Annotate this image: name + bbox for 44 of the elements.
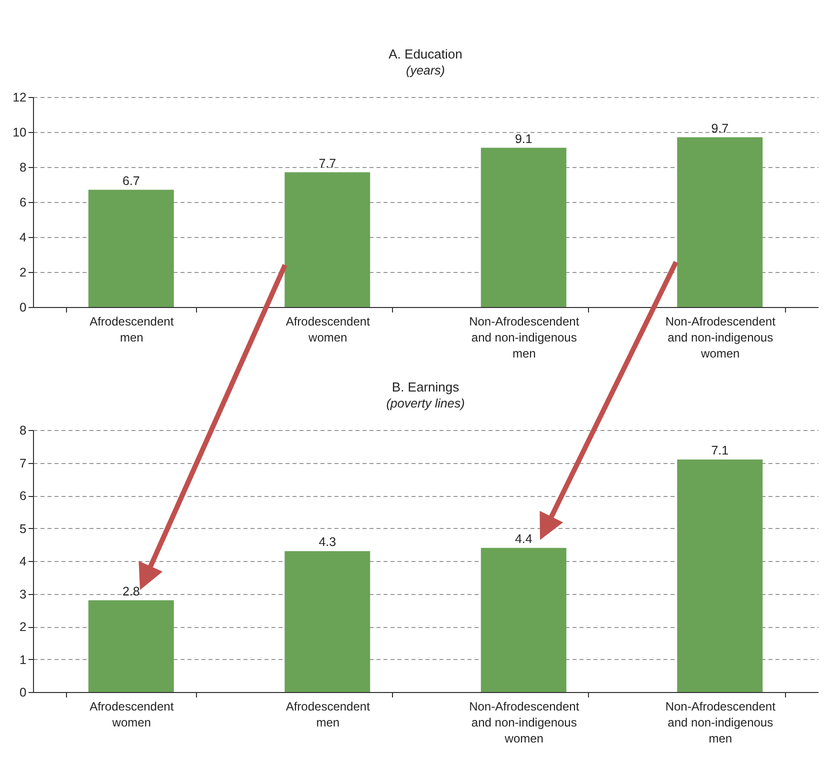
chart-subtitle: (years) (406, 64, 445, 78)
y-tick-label: 8 (20, 160, 27, 174)
bar (284, 551, 370, 692)
data-label: 9.7 (711, 121, 729, 136)
y-tick-label: 2 (20, 620, 27, 634)
x-tick-label: Non-Afrodescendent and non-indigenous women (665, 314, 776, 360)
bar (677, 459, 763, 692)
data-label: 4.4 (514, 532, 532, 546)
y-tick-label: 12 (12, 90, 27, 104)
chart-subtitle: (poverty lines) (386, 396, 465, 410)
y-tick-label: 4 (20, 230, 27, 244)
y-tick-label: 1 (20, 652, 27, 667)
data-label: 2.8 (122, 584, 140, 598)
y-tick-label: 10 (12, 126, 27, 140)
bar (677, 137, 763, 307)
bar (480, 548, 566, 692)
x-tick-label: Afrodescendent women (90, 700, 174, 730)
y-tick-label: 0 (20, 300, 27, 314)
data-label: 9.1 (514, 132, 532, 146)
y-tick-label: 4 (20, 554, 27, 568)
y-tick-label: 7 (20, 456, 27, 470)
y-tick-label: 3 (20, 587, 27, 602)
y-tick-label: 8 (20, 424, 27, 438)
y-tick-label: 5 (20, 522, 27, 536)
bar (88, 190, 174, 307)
x-tick-label: Non-Afrodescendent and non-indigenous men (469, 314, 580, 360)
data-label: 4.3 (318, 535, 336, 550)
y-tick-label: 2 (20, 266, 27, 280)
x-tick-label: Afrodescendent men (90, 314, 174, 344)
x-tick-label: Afrodescendent women (286, 314, 371, 344)
x-tick-label: Afrodescendent men (286, 700, 371, 730)
data-label: 7.7 (318, 156, 336, 170)
bar (88, 600, 174, 692)
data-label: 6.7 (122, 174, 140, 188)
bar (284, 172, 370, 307)
x-tick-label: Non-Afrodescendent and non-indigenous men (665, 700, 776, 746)
chart-title: B. Earnings (392, 380, 460, 394)
data-label: 7.1 (711, 443, 729, 458)
y-tick-label: 6 (20, 489, 27, 503)
y-tick-label: 0 (20, 686, 27, 700)
chart-title: A. Education (388, 46, 462, 62)
y-tick-label: 6 (20, 196, 27, 210)
bar (480, 148, 566, 307)
x-tick-label: Non-Afrodescendent and non-indigenous women (469, 700, 580, 746)
